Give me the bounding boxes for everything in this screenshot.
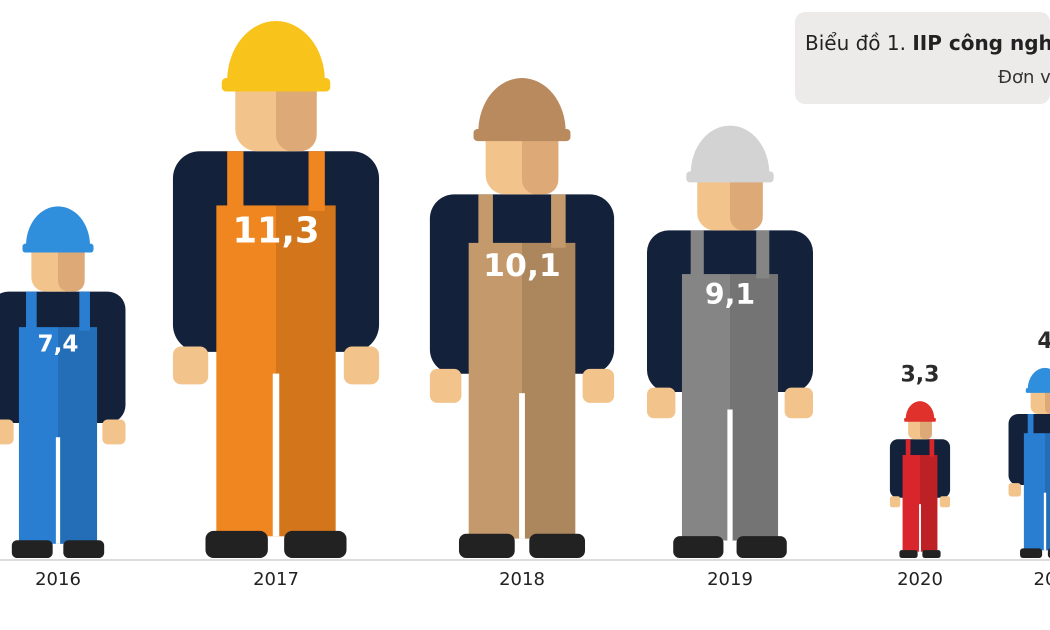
overalls-shade: [276, 205, 336, 537]
hand: [582, 368, 615, 403]
strap: [478, 194, 493, 248]
leg-gap: [1043, 492, 1047, 551]
worker: [889, 401, 951, 558]
helmet-brim: [22, 243, 94, 253]
chart-title: Biểu đồ 1. IIP công ngh: [805, 31, 1050, 55]
worker: [0, 206, 126, 558]
strap: [756, 230, 770, 279]
shoe: [922, 550, 941, 558]
worker: [1008, 367, 1050, 558]
shoe: [529, 533, 586, 558]
helmet: [905, 401, 935, 419]
overalls-shade: [58, 327, 98, 544]
title-box: [795, 12, 1050, 104]
strap: [551, 194, 566, 248]
worker: [429, 78, 615, 558]
x-tick-label: 2017: [253, 569, 299, 590]
x-tick-label: 2020: [897, 569, 943, 590]
helmet-brim: [686, 171, 774, 183]
x-tick-label: 2016: [35, 569, 81, 590]
hand: [172, 346, 209, 385]
helmet-brim: [1025, 388, 1050, 393]
hand: [102, 419, 126, 445]
helmet-brim: [473, 128, 571, 142]
shoe: [284, 530, 347, 558]
hand: [1008, 483, 1021, 497]
hand: [647, 387, 676, 419]
leg-gap: [519, 393, 525, 539]
overalls-shade: [920, 455, 938, 552]
worker: [172, 21, 380, 558]
leg-gap: [272, 373, 280, 537]
helmet: [478, 78, 566, 132]
helmet-brim: [221, 77, 331, 92]
helmet-brim: [904, 417, 936, 422]
strap: [26, 291, 37, 331]
x-tick-label: 2018: [499, 569, 545, 590]
overalls-shade: [730, 274, 779, 541]
shoe: [673, 536, 724, 558]
worker: [647, 125, 813, 558]
value-label: 7,4: [38, 331, 79, 357]
leg-gap: [919, 504, 921, 552]
x-tick-label: 20: [1034, 569, 1050, 590]
shoe: [736, 536, 787, 558]
value-label: 4: [1037, 329, 1050, 354]
hand: [343, 346, 380, 385]
strap: [1027, 414, 1034, 436]
strap: [905, 439, 911, 457]
shoe: [899, 550, 918, 558]
hand: [889, 496, 901, 508]
chart-subtitle: Đơn v: [998, 67, 1050, 88]
value-label: 10,1: [483, 248, 561, 284]
title-prefix: Biểu đồ 1.: [805, 31, 912, 55]
leg-gap: [55, 437, 61, 544]
helmet: [690, 125, 770, 174]
shoe: [458, 533, 515, 558]
overalls-shade: [1045, 433, 1050, 551]
hand: [939, 496, 951, 508]
overalls-shade: [522, 242, 576, 539]
helmet: [227, 21, 325, 81]
hand: [0, 419, 14, 445]
value-label: 9,1: [705, 278, 755, 311]
shoe: [205, 530, 268, 558]
strap: [227, 151, 244, 211]
shoe: [1020, 548, 1043, 558]
title-bold: IIP công ngh: [912, 31, 1050, 55]
strap: [929, 439, 935, 457]
strap: [79, 291, 90, 331]
hand: [784, 387, 813, 419]
strap: [308, 151, 325, 211]
value-label: 11,3: [233, 211, 320, 252]
shoe: [11, 540, 53, 558]
leg-gap: [727, 409, 733, 541]
helmet: [26, 206, 90, 246]
hand: [429, 368, 462, 403]
value-label: 3,3: [901, 363, 940, 388]
helmet: [1027, 367, 1050, 390]
shoe: [1047, 548, 1050, 558]
shoe: [63, 540, 105, 558]
x-tick-label: 2019: [707, 569, 753, 590]
strap: [690, 230, 704, 279]
